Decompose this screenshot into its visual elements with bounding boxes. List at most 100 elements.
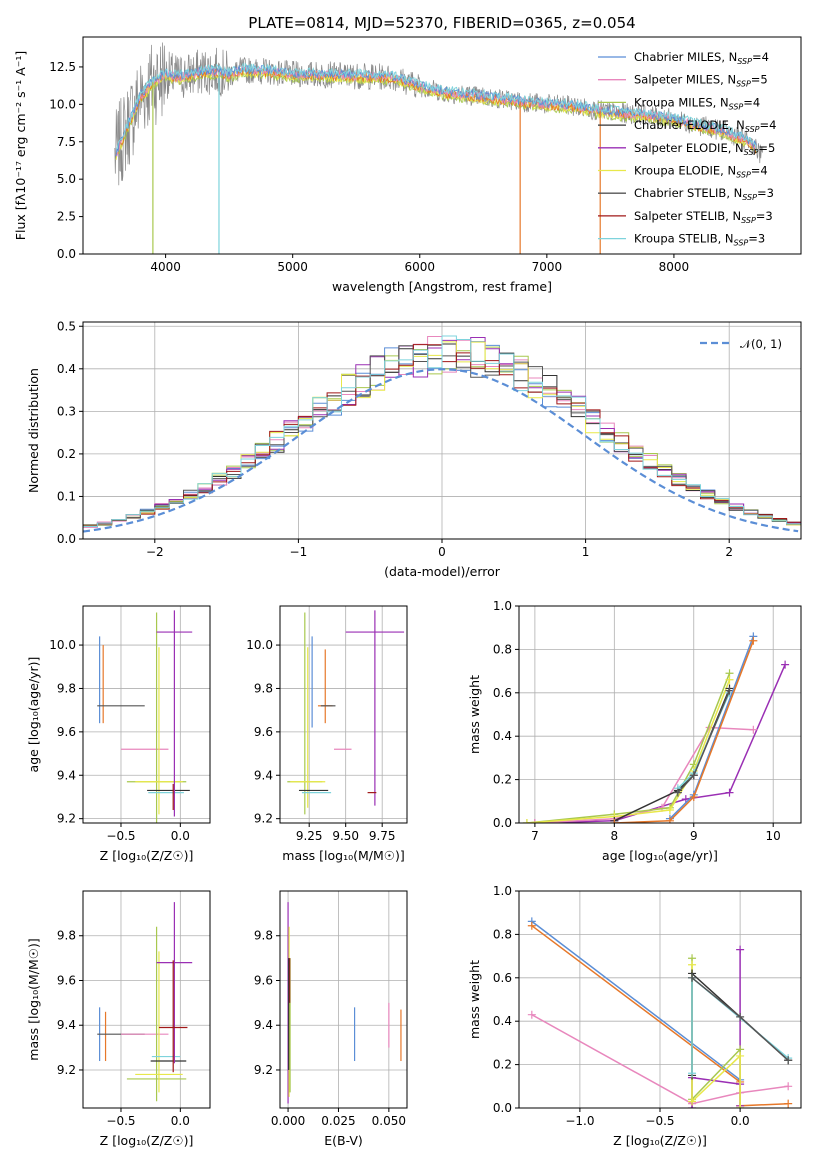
series-marker	[665, 816, 674, 823]
series-line	[691, 949, 741, 1108]
axes-frame	[82, 890, 211, 1109]
series-marker	[527, 1010, 536, 1019]
y-tick-label: 9.6	[254, 725, 273, 739]
axes-frame	[82, 36, 802, 255]
legend-entry: Salpeter MILES, NSSP=5	[634, 73, 768, 89]
series-marker	[527, 921, 536, 930]
series-marker	[736, 1012, 745, 1021]
errorbar-point	[126, 612, 187, 823]
errorbar-point	[156, 902, 193, 1064]
series-marker	[749, 725, 758, 734]
legend-entry-name: Chabrier STELIB, N	[634, 186, 742, 200]
y-tick-label: 9.4	[57, 1018, 76, 1032]
errorbar-point	[290, 647, 326, 808]
legend-entry-sub: SSP	[729, 102, 744, 111]
y-tick-label: 0.0	[57, 532, 76, 546]
series-marker	[784, 1099, 793, 1108]
axes-frame	[518, 605, 802, 824]
y-tick-label: 0.4	[57, 362, 76, 376]
series-marker	[522, 819, 531, 823]
y-tick-label: 10.0	[49, 97, 76, 111]
legend-entry: Kroupa MILES, NSSP=4	[634, 95, 760, 111]
series-marker	[736, 1104, 745, 1108]
y-tick-label: 0.8	[493, 927, 512, 941]
y-tick-label: 0.2	[493, 773, 512, 787]
y-tick-label: 9.8	[57, 929, 76, 943]
legend: 𝒩(0, 1)	[700, 337, 782, 351]
x-tick-label: −0.5	[106, 1114, 135, 1128]
y-tick-label: 9.4	[254, 768, 273, 782]
legend-entry-name: Salpeter ELODIE, N	[634, 141, 744, 155]
legend-entry-name: Salpeter MILES, N	[634, 73, 736, 87]
y-tick-label: 0.0	[493, 816, 512, 830]
series-marker	[736, 1051, 745, 1060]
legend-entry-sub: SSP	[742, 193, 757, 202]
errorbar-point	[287, 612, 323, 815]
plot-area	[522, 632, 790, 823]
x-tick-label: 1	[582, 545, 590, 559]
x-tick-label: 5000	[277, 260, 308, 274]
axes-frame	[279, 890, 408, 1109]
legend-entry-name: Kroupa STELIB, N	[634, 232, 734, 246]
y-axis-label: Normed distribution	[26, 368, 41, 493]
chart-weight-age: 7 8 9 10 0.0 0.2 0.4 0.6 0.8 1.0 age [log₁₀(age/yr…	[467, 599, 802, 863]
plot-area	[83, 335, 801, 533]
y-tick-label: 9.8	[254, 681, 273, 695]
x-tick-label: 9	[690, 829, 698, 843]
legend-entry-count: =3	[757, 186, 774, 200]
y-tick-label: 9.2	[57, 1063, 76, 1077]
errorbar-point	[317, 649, 333, 724]
legend-entry-count: =4	[760, 118, 777, 132]
y-tick-label: 9.2	[254, 812, 273, 826]
y-tick-label: 9.6	[57, 973, 76, 987]
x-tick-label: 7	[531, 829, 539, 843]
x-tick-label: 10	[766, 829, 781, 843]
legend-entry: 𝒩(0, 1)	[740, 337, 782, 351]
axes-frame	[279, 605, 408, 824]
legend-entry: Chabrier STELIB, NSSP=3	[634, 186, 774, 202]
legend-entry-count: =4	[752, 50, 769, 64]
y-axis-label: age [log₁₀(age/yr)]	[26, 657, 41, 773]
legend-entry-name: Salpeter STELIB, N	[634, 209, 741, 223]
model-spectrum-line	[115, 62, 757, 152]
chart-age-mass: 9.25 9.50 9.75 9.2 9.4 9.6 9.8 10.0 mass [log₁₀(…	[246, 605, 408, 863]
errorbar-point	[135, 951, 183, 1093]
x-tick-label: −1.0	[565, 1114, 594, 1128]
y-tick-label: 0.4	[493, 729, 512, 743]
legend-entry-name: Chabrier MILES, N	[634, 50, 737, 64]
x-axis-label: mass [log₁₀(M/M☉)]	[282, 848, 404, 863]
plot-area	[287, 902, 402, 1104]
chart-mass-ebv: 0.000 0.025 0.050 9.2 9.4 9.6 9.8 E(B-V)	[254, 890, 408, 1148]
series-marker	[736, 945, 745, 954]
legend-entry-sub: SSP	[736, 80, 751, 89]
errorbar-point	[158, 960, 188, 1073]
series-marker	[784, 1056, 793, 1065]
x-tick-label: 2	[725, 545, 733, 559]
legend-entry-sub: SSP	[737, 57, 752, 66]
gaussian-curve	[83, 368, 799, 533]
y-tick-label: 12.5	[49, 60, 76, 74]
y-tick-label: 0.2	[57, 447, 76, 461]
y-tick-label: 9.6	[254, 973, 273, 987]
y-tick-label: 2.5	[57, 210, 76, 224]
legend-entry-count: =4	[751, 164, 768, 178]
x-tick-label: 0.0	[731, 1114, 750, 1128]
x-axis-label: Z [log₁₀(Z/Z☉)]	[100, 1133, 194, 1148]
y-tick-label: 10.0	[246, 638, 273, 652]
legend-entry: Chabrier ELODIE, NSSP=4	[634, 118, 776, 134]
x-tick-label: 9.50	[332, 829, 359, 843]
errorbar-point	[135, 647, 183, 815]
x-axis-label: (data-model)/error	[384, 564, 501, 579]
series-line	[531, 920, 741, 1081]
series-marker	[665, 805, 674, 814]
axes-frame	[82, 605, 211, 824]
plot-area	[287, 610, 405, 815]
errorbar-point	[156, 610, 193, 817]
y-tick-label: 5.0	[57, 172, 76, 186]
x-tick-label: −0.5	[645, 1114, 674, 1128]
residual-histogram-line	[83, 335, 801, 527]
x-axis-label: Z [log₁₀(Z/Z☉)]	[100, 848, 194, 863]
legend-entry-sub: SSP	[744, 148, 759, 157]
legend-entry-sub: SSP	[745, 125, 760, 134]
